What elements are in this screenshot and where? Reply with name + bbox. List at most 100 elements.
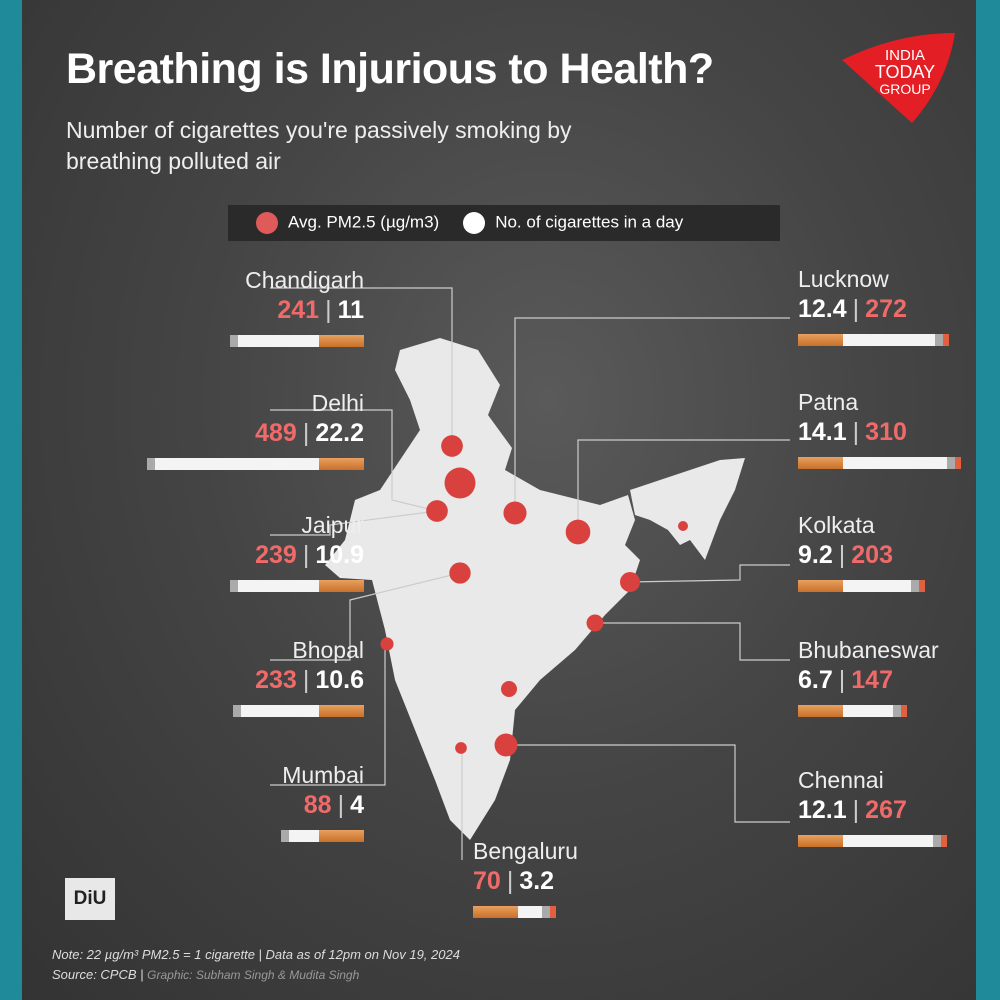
city-bhopal: Bhopal 233 | 10.6 — [114, 637, 364, 717]
separator: | — [325, 296, 332, 324]
cigarette-bar — [114, 458, 364, 470]
city-name: Delhi — [311, 390, 364, 416]
city-values: 14.1 | 310 — [798, 418, 1000, 447]
city-name: Mumbai — [282, 762, 364, 788]
city-mumbai: Mumbai 88 | 4 — [114, 762, 364, 842]
india-today-logo: INDIA TODAY GROUP — [842, 33, 955, 123]
separator: | — [337, 791, 345, 819]
cigarette-value: 10.9 — [315, 541, 364, 569]
subtitle: Number of cigarettes you're passively sm… — [66, 117, 572, 174]
city-delhi: Delhi 489 | 22.2 — [114, 390, 364, 470]
cigarette-value: 6.7 — [798, 666, 833, 694]
city-lucknow: Lucknow 12.4 | 272 — [798, 266, 1000, 346]
cigarette-dot-icon — [463, 212, 486, 234]
separator: | — [506, 867, 514, 895]
separator: | — [838, 666, 846, 694]
city-values: 6.7 | 147 — [798, 666, 1000, 695]
city-name: Chennai — [798, 767, 884, 793]
separator: | — [302, 666, 310, 694]
city-bhubaneswar: Bhubaneswar 6.7 | 147 — [798, 637, 1000, 717]
cigarette-value: 12.4 — [798, 295, 847, 323]
pm25-value: 310 — [865, 418, 907, 446]
pm25-dot-bhubaneswar — [586, 614, 604, 632]
svg-text:INDIA: INDIA — [885, 47, 925, 64]
city-values: 239 | 10.9 — [114, 541, 364, 570]
pm25-value: 88 — [303, 791, 332, 819]
infographic-card: Breathing is Injurious to Health? Number… — [22, 0, 976, 1000]
pm25-dot-kolkata — [620, 572, 640, 592]
pm25-value: 272 — [865, 295, 907, 323]
pm25-dot-delhi — [444, 467, 476, 499]
pm25-value: 147 — [851, 666, 893, 694]
pm25-dot-unlabeled — [501, 681, 517, 697]
pm25-dot-unlabeled — [678, 521, 688, 531]
city-bengaluru: Bengaluru 70 | 3.2 — [473, 838, 723, 918]
cigarette-value: 9.2 — [798, 541, 833, 569]
separator: | — [838, 541, 846, 569]
pm25-dot-lucknow — [503, 501, 527, 525]
cigarette-value: 4 — [350, 791, 364, 819]
svg-text:TODAY: TODAY — [875, 62, 935, 82]
city-name: Patna — [798, 389, 859, 415]
cigarette-bar — [798, 334, 1000, 346]
city-values: 12.4 | 272 — [798, 295, 1000, 324]
separator: | — [852, 295, 860, 323]
city-values: 489 | 22.2 — [114, 419, 364, 448]
pm25-value: 203 — [851, 541, 893, 569]
india-outline — [325, 338, 640, 840]
cigarette-bar — [114, 830, 364, 842]
city-values: 12.1 | 267 — [798, 796, 1000, 825]
city-name: Kolkata — [798, 512, 875, 538]
cigarette-bar — [798, 580, 1000, 592]
separator: | — [852, 796, 860, 824]
graphic-credit: Graphic: Subham Singh & Mudita Singh — [147, 968, 360, 982]
city-jaipur: Jaipur 239 | 10.9 — [114, 512, 364, 592]
page-title: Breathing is Injurious to Health? — [66, 45, 714, 93]
cigarette-value: 22.2 — [315, 419, 364, 447]
cigarette-bar — [114, 580, 364, 592]
city-name: Chandigarh — [245, 267, 364, 293]
cigarette-bar — [473, 906, 723, 918]
pm25-dot-jaipur — [426, 500, 448, 522]
diu-logo: DiU — [65, 878, 115, 920]
pm25-dot-bhopal — [449, 562, 471, 584]
city-values: 9.2 | 203 — [798, 541, 1000, 570]
pm25-dot-bengaluru — [455, 742, 467, 754]
city-name: Bengaluru — [473, 838, 578, 864]
pm25-dot-chennai — [494, 733, 518, 757]
northeast-outline — [630, 458, 745, 560]
leader-lines — [270, 287, 790, 860]
legend-cig: No. of cigarettes in a day — [463, 212, 683, 234]
city-values: 233 | 10.6 — [114, 666, 364, 695]
separator: | — [302, 541, 310, 569]
legend: Avg. PM2.5 (µg/m3) No. of cigarettes in … — [228, 205, 780, 241]
city-values: 241 | 11 — [114, 296, 364, 325]
city-chennai: Chennai 12.1 | 267 — [798, 767, 1000, 847]
cigarette-bar — [798, 705, 1000, 717]
city-name: Jaipur — [301, 512, 364, 538]
svg-text:GROUP: GROUP — [879, 81, 930, 97]
cigarette-value: 3.2 — [519, 867, 555, 895]
pm25-value: 70 — [473, 867, 501, 895]
cigarette-value: 14.1 — [798, 418, 847, 446]
pm25-value: 233 — [255, 666, 297, 694]
pm25-value: 267 — [865, 796, 907, 824]
source-text: Source: CPCB | — [52, 967, 144, 982]
pm25-dot-mumbai — [380, 637, 394, 651]
city-chandigarh: Chandigarh 241 | 11 — [114, 267, 364, 347]
cigarette-value: 11 — [337, 296, 364, 324]
pm25-value: 241 — [277, 296, 320, 324]
city-patna: Patna 14.1 | 310 — [798, 389, 1000, 469]
pm25-value: 489 — [255, 419, 297, 447]
separator: | — [852, 418, 860, 446]
city-name: Bhubaneswar — [798, 637, 939, 663]
pm-dot-icon — [256, 212, 278, 234]
cigarette-value: 10.6 — [315, 666, 364, 694]
city-name: Lucknow — [798, 266, 889, 292]
city-values: 88 | 4 — [114, 791, 364, 820]
separator: | — [302, 419, 310, 447]
city-kolkata: Kolkata 9.2 | 203 — [798, 512, 1000, 592]
note-text: Note: 22 µg/m³ PM2.5 = 1 cigarette | Dat… — [52, 947, 460, 962]
cigarette-value: 12.1 — [798, 796, 847, 824]
cigarette-bar — [114, 335, 364, 347]
